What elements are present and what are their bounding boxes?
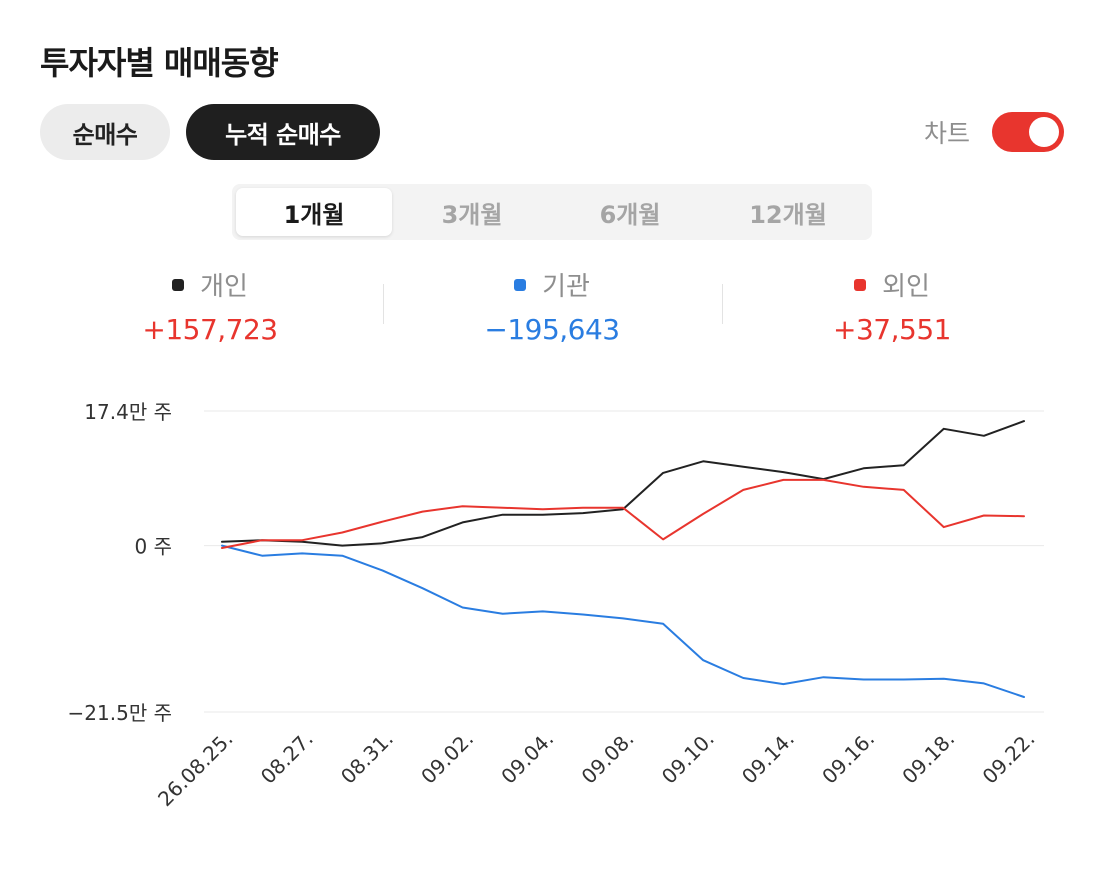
y-tick-label: −21.5만 주 — [68, 701, 172, 725]
x-tick-label: 08.27. — [256, 727, 318, 789]
x-tick-label: 09.18. — [897, 727, 959, 789]
legend-dot-foreigner — [854, 278, 867, 291]
legend-dot-institution — [514, 278, 527, 291]
legend-value: +37,551 — [833, 313, 951, 346]
x-tick-label: 09.14. — [737, 727, 799, 789]
legend-divider — [722, 284, 723, 324]
legend-individual: 개인 +157,723 — [60, 266, 360, 346]
legend-name: 외인 — [882, 272, 930, 302]
series-line-기관 — [221, 544, 1025, 698]
toggle-knob — [1029, 117, 1059, 147]
period-tab-1m[interactable]: 1개월 — [236, 188, 392, 236]
period-tab-3m[interactable]: 3개월 — [441, 200, 503, 229]
legend-divider — [383, 284, 384, 324]
legend-value: −195,643 — [484, 313, 620, 346]
period-selector: 1개월 3개월 6개월 12개월 — [232, 184, 872, 240]
x-tick-label: 09.16. — [817, 727, 879, 789]
x-tick-label: 09.22. — [978, 727, 1040, 789]
legend-institution: 기관 −195,643 — [402, 266, 702, 346]
x-tick-label: 09.10. — [657, 727, 719, 789]
period-tab-6m[interactable]: 6개월 — [599, 200, 661, 229]
y-tick-label: 17.4만 주 — [84, 400, 172, 424]
legend-value: +157,723 — [142, 313, 278, 346]
legend-foreigner: 외인 +37,551 — [742, 266, 1042, 346]
x-tick-label: 26.08.25. — [153, 727, 237, 811]
period-tab-12m[interactable]: 12개월 — [749, 200, 827, 229]
page-title: 투자자별 매매동향 — [40, 44, 279, 82]
series-line-개인 — [221, 420, 1025, 547]
legend-dot-individual — [172, 278, 185, 291]
series-line-외인 — [221, 478, 1025, 549]
x-tick-label: 08.31. — [336, 727, 398, 789]
x-tick-label: 09.04. — [496, 727, 558, 789]
x-tick-label: 09.08. — [577, 727, 639, 789]
x-tick-label: 09.02. — [416, 727, 478, 789]
cumulative-trend-chart: 17.4만 주 0 주 −21.5만 주26.08.25. 08.27. 08.31. 0… — [68, 400, 1044, 811]
chart-toggle-switch[interactable] — [992, 112, 1064, 152]
legend-name: 개인 — [200, 272, 248, 302]
tab-net-buy[interactable]: 순매수 — [40, 104, 170, 160]
chart-toggle-label: 차트 — [924, 119, 971, 148]
y-tick-label: 0 주 — [135, 535, 172, 559]
legend-name: 기관 — [542, 272, 590, 302]
tab-cumulative-net-buy[interactable]: 누적 순매수 — [186, 104, 380, 160]
